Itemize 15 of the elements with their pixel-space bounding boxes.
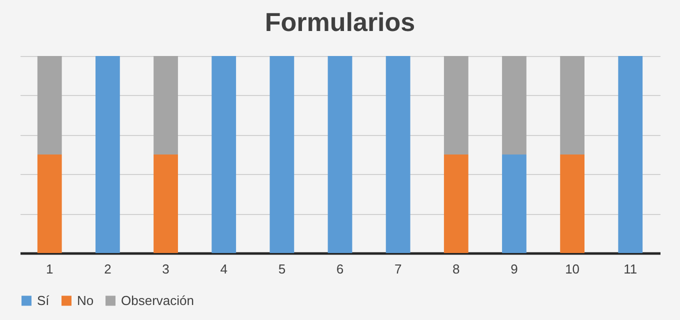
legend-label: Observación — [121, 292, 194, 308]
x-tick-label: 9 — [510, 262, 518, 276]
x-tick-label: 2 — [104, 262, 112, 276]
x-tick-label: 8 — [452, 262, 460, 276]
chart-title: Formularios — [264, 7, 416, 37]
x-tick-label: 3 — [162, 262, 170, 276]
x-tick-label: 4 — [220, 262, 228, 276]
x-tick-label: 1 — [46, 262, 54, 276]
x-tick-label: 10 — [565, 262, 580, 276]
legend-label: No — [77, 292, 94, 308]
x-tick-label: 7 — [394, 262, 402, 276]
legend-label: Sí — [37, 292, 50, 308]
x-tick-label: 11 — [624, 262, 638, 276]
x-tick-label: 5 — [278, 262, 286, 276]
x-tick-label: 6 — [336, 262, 344, 276]
